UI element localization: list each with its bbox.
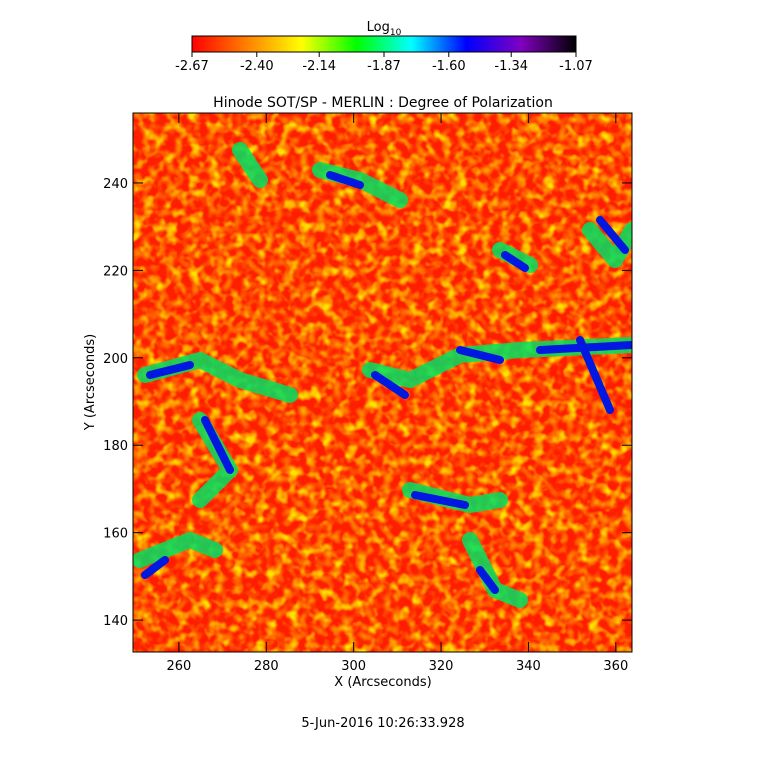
colorbar-tick-label: -2.40 (240, 59, 274, 74)
x-tick-label: 280 (254, 659, 279, 674)
x-tick-label: 300 (341, 659, 366, 674)
x-axis-label: X (Arcseconds) (334, 675, 431, 690)
colorbar-tick-label: -2.67 (175, 59, 209, 74)
y-axis-label: Y (Arcseconds) (83, 334, 98, 431)
colorbar (191, 35, 577, 53)
y-tick-label: 200 (103, 352, 128, 367)
y-tick-label: 180 (103, 439, 128, 454)
x-tick-label: 360 (603, 659, 628, 674)
x-tick-label: 320 (429, 659, 454, 674)
colorbar-tick-label: -2.14 (302, 59, 336, 74)
colorbar-tick-label: -1.87 (367, 59, 401, 74)
heatmap (133, 113, 632, 652)
y-tick-label: 140 (103, 614, 128, 629)
colorbar-tick-label: -1.34 (494, 59, 528, 74)
x-tick-label: 340 (516, 659, 541, 674)
y-tick-label: 160 (103, 527, 128, 542)
chart-title: Hinode SOT/SP - MERLIN : Degree of Polar… (213, 95, 553, 111)
colorbar-label: Log10 (367, 20, 402, 38)
y-tick-label: 220 (103, 264, 128, 279)
colorbar-tick-label: -1.07 (559, 59, 593, 74)
colorbar-tick-label: -1.60 (432, 59, 466, 74)
x-tick-label: 260 (166, 659, 191, 674)
plot-frame (132, 112, 633, 653)
y-tick-label: 240 (103, 177, 128, 192)
timestamp: 5-Jun-2016 10:26:33.928 (301, 716, 464, 731)
